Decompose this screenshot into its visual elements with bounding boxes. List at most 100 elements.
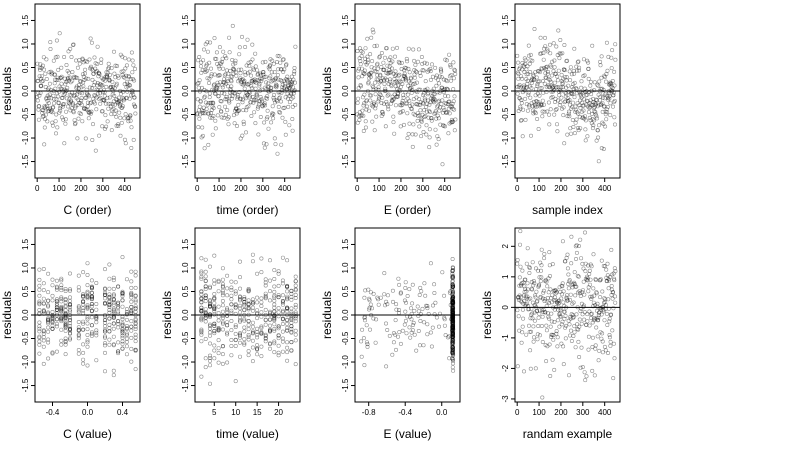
data-point: [69, 99, 74, 104]
data-point: [272, 295, 277, 300]
data-point: [115, 97, 120, 102]
data-point: [568, 91, 573, 96]
data-point: [403, 74, 408, 79]
data-point: [357, 46, 362, 51]
data-point: [212, 305, 217, 310]
data-point: [538, 86, 543, 91]
data-point: [126, 57, 131, 62]
data-point: [362, 92, 367, 97]
data-point: [400, 98, 405, 103]
data-point: [81, 319, 86, 324]
data-point: [41, 266, 46, 271]
data-point: [127, 75, 132, 80]
data-point: [450, 306, 455, 311]
data-point: [246, 349, 251, 354]
data-point: [54, 301, 59, 306]
data-point: [226, 122, 231, 127]
data-point: [202, 146, 207, 151]
data-point: [119, 100, 124, 105]
data-point: [529, 81, 534, 86]
data-point: [238, 275, 243, 280]
data-point: [236, 79, 241, 84]
data-point: [83, 67, 88, 72]
data-point: [97, 133, 102, 138]
data-point: [451, 301, 456, 306]
data-point: [259, 331, 264, 336]
data-point: [106, 65, 111, 70]
data-point: [450, 306, 455, 311]
data-point: [271, 61, 276, 66]
data-point: [121, 69, 126, 74]
panel-p4: 0 100 200 300 400-1.5-1.0-0.50.00.51.01.5sam…: [480, 3, 621, 217]
data-point: [410, 102, 415, 107]
data-point: [566, 318, 571, 323]
data-point: [50, 320, 55, 325]
data-point: [278, 99, 283, 104]
data-point: [612, 278, 617, 283]
data-point: [229, 288, 234, 293]
y-tick-label: -1.0: [21, 355, 30, 369]
data-point: [560, 51, 565, 56]
data-point: [552, 80, 557, 85]
data-point: [428, 100, 433, 105]
data-point: [517, 65, 522, 70]
data-point: [613, 300, 618, 305]
data-point: [580, 100, 585, 105]
data-point: [376, 85, 381, 90]
data-point: [370, 119, 375, 124]
data-point: [450, 321, 455, 326]
data-point: [572, 131, 577, 136]
data-point: [450, 301, 455, 306]
data-point: [229, 293, 234, 298]
data-point: [58, 104, 63, 109]
data-point: [523, 85, 528, 90]
data-point: [281, 57, 286, 62]
data-point: [232, 91, 237, 96]
data-point: [203, 67, 208, 72]
data-point: [263, 283, 268, 288]
data-point: [450, 344, 455, 349]
data-point: [601, 104, 606, 109]
data-point: [562, 68, 567, 73]
data-point: [255, 68, 260, 73]
data-point: [276, 271, 281, 276]
data-point: [606, 91, 611, 96]
data-point: [561, 309, 566, 314]
data-point: [219, 91, 224, 96]
y-tick-label: -1.0: [341, 355, 350, 369]
data-point: [552, 288, 557, 293]
y-tick-label: -0.5: [501, 107, 510, 121]
data-point: [450, 318, 455, 323]
data-point: [107, 342, 112, 347]
data-point: [76, 273, 81, 278]
data-point: [68, 331, 73, 336]
data-point: [285, 289, 290, 294]
data-point: [566, 109, 571, 114]
data-point: [450, 301, 455, 306]
data-point: [224, 97, 229, 102]
data-point: [129, 279, 134, 284]
data-point: [450, 299, 455, 304]
data-point: [257, 99, 262, 104]
data-point: [557, 103, 562, 108]
data-point: [580, 103, 585, 108]
data-point: [85, 294, 90, 299]
data-point: [552, 58, 557, 63]
data-point: [37, 104, 42, 109]
data-point: [254, 93, 259, 98]
data-point: [211, 114, 216, 119]
data-point: [255, 347, 260, 352]
data-point: [261, 70, 266, 75]
data-point: [539, 247, 544, 252]
data-point: [441, 124, 446, 129]
data-point: [106, 106, 111, 111]
data-point: [129, 292, 134, 297]
data-point: [519, 76, 524, 81]
data-point: [451, 323, 456, 328]
data-point: [220, 352, 225, 357]
data-point: [233, 305, 238, 310]
data-point: [529, 286, 534, 291]
data-point: [46, 298, 51, 303]
data-point: [212, 329, 217, 334]
data-point: [601, 300, 606, 305]
